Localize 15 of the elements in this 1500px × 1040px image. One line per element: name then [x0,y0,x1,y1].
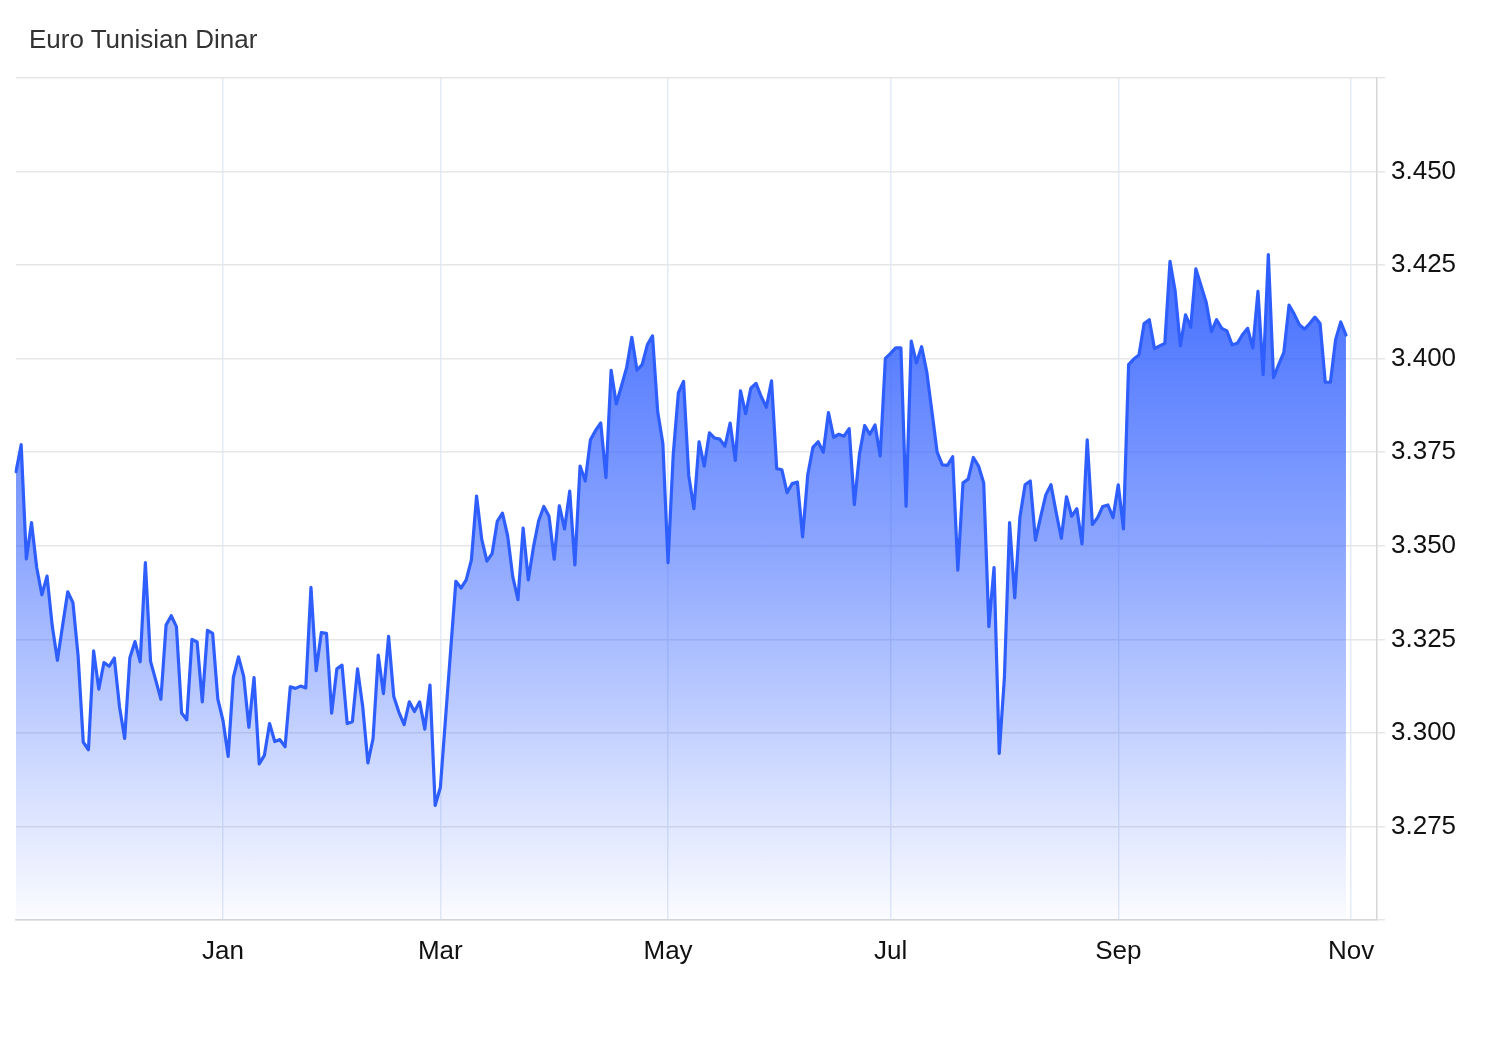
x-tick-label: May [643,934,693,965]
x-tick-label: Mar [417,934,464,965]
x-tick-label: Jan [202,934,244,965]
y-tick-label: 3.400 [1391,341,1457,372]
y-tick-label: 3.300 [1391,716,1457,747]
y-tick-label: 3.350 [1391,528,1457,559]
y-tick-label: 3.450 [1391,154,1457,185]
y-tick-label: 3.325 [1391,622,1457,653]
x-tick-label: Sep [1095,934,1142,965]
x-tick-label: Nov [1328,934,1375,965]
y-tick-label: 3.275 [1391,809,1457,840]
y-tick-label: 3.425 [1391,248,1457,279]
chart-title: Euro Tunisian Dinar [29,24,258,56]
x-tick-label: Jul [873,934,908,965]
y-tick-label: 3.375 [1391,435,1457,466]
